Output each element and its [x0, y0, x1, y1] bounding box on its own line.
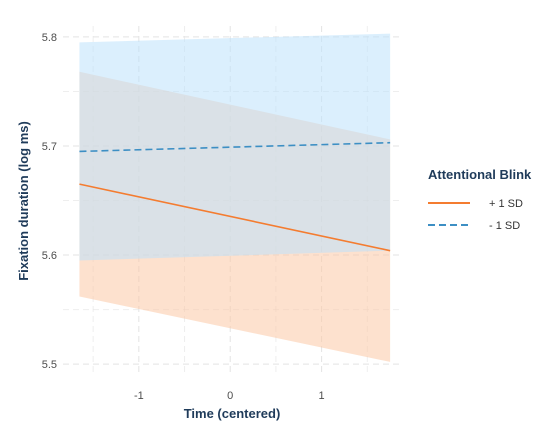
legend-label-minus-1sd: - 1 SD	[489, 220, 520, 232]
y-tick-label: 5.5	[42, 359, 57, 371]
x-tick-label: 0	[227, 390, 233, 402]
x-tick-label: -1	[134, 390, 144, 402]
y-tick-label: 5.8	[42, 32, 57, 44]
tick-labels: 5.5 5.6 5.7 5.8 -1 0 1	[42, 32, 325, 402]
y-tick-label: 5.6	[42, 250, 57, 262]
series-lines	[79, 141, 391, 252]
series-line-plus-1sd	[79, 183, 391, 252]
legend: Attentional Blink + 1 SD - 1 SD	[428, 167, 532, 232]
x-tick-label: 1	[319, 390, 325, 402]
series-line-minus-1sd	[79, 141, 391, 153]
x-axis-title: Time (centered)	[184, 406, 281, 421]
y-axis-title: Fixation duration (log ms)	[16, 121, 31, 281]
legend-label-plus-1sd: + 1 SD	[489, 198, 523, 210]
y-tick-label: 5.7	[42, 141, 57, 153]
legend-title: Attentional Blink	[428, 167, 532, 182]
confidence-bands	[79, 33, 391, 362]
